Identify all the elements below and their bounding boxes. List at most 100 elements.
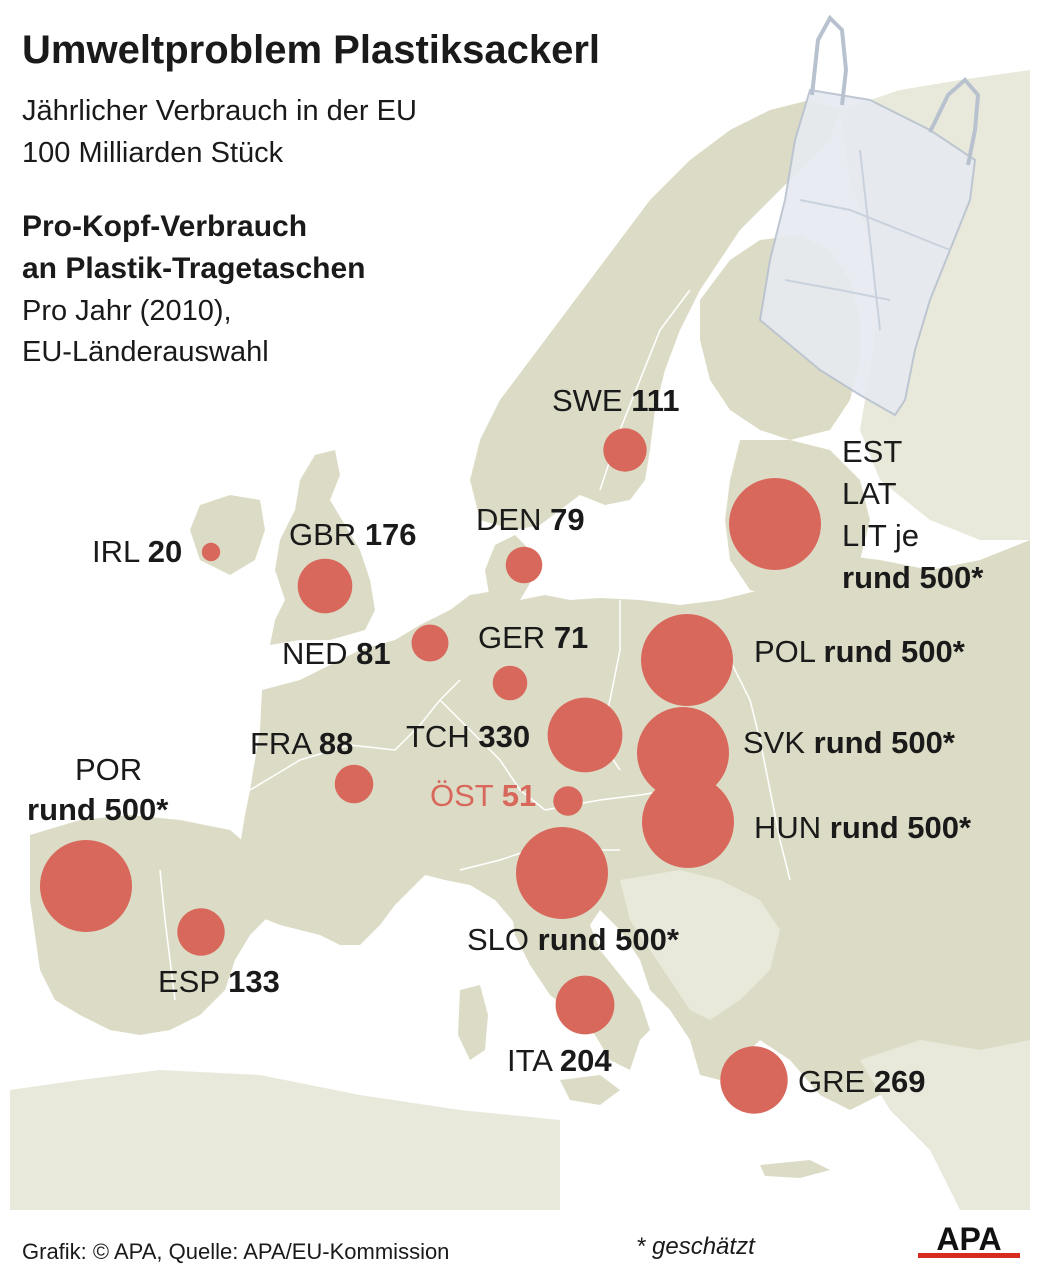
label-value: 330 [478,719,531,754]
label-code: SLO [467,922,530,957]
label-code: ESP [158,964,220,999]
label-baltic-value: rund 500* [842,560,984,595]
land-balkans [620,870,780,1020]
land-continent [230,540,1030,1210]
bubble-den [505,546,543,584]
bubble-svk [637,707,729,799]
bubble-ned [411,624,449,662]
bubble-slo [516,827,608,919]
label-ita: ITA 204 [507,1043,612,1079]
bubble-ger [492,665,528,701]
label-gbr: GBR 176 [289,517,417,553]
label-est: EST [842,434,903,469]
bubble-esp [177,908,225,956]
label-value: 133 [228,964,280,999]
label-code: GRE [798,1064,866,1099]
bubble-pol [641,614,733,706]
label-lat: LAT [842,476,897,511]
label-value: 111 [631,383,680,418]
label-swe: SWE 111 [552,383,680,419]
bubble-ita [555,975,615,1035]
label-slo: SLO rund 500* [467,922,679,958]
period-line2: EU-Länderauswahl [22,336,269,368]
land-ireland [190,495,265,575]
heading-line2: an Plastik-Tragetaschen [22,252,366,285]
label-tch: TCH 330 [406,719,530,755]
label-value: 81 [356,636,391,671]
label-value: rund 500* [829,810,972,845]
label-irl: IRL 20 [92,534,182,570]
label-ost: ÖST 51 [430,778,536,814]
border-line [159,869,176,1001]
label-value: rund 500* [537,922,679,957]
land-crete [760,1160,830,1178]
heading-line1: Pro-Kopf-Verbrauch [22,210,308,243]
bubble-est [729,478,821,570]
label-ned: NED 81 [282,636,391,672]
bubble-irl [201,542,221,562]
period-line1: Pro Jahr (2010), [22,295,232,327]
label-esp: ESP 133 [158,964,280,1000]
label-den: DEN 79 [476,502,585,538]
label-code: SVK [743,725,806,760]
label-por-code: POR [75,752,143,787]
label-hun: HUN rund 500* [754,810,971,846]
bag-body [758,88,977,417]
bubble-por [40,840,132,932]
label-code: IRL [92,534,140,569]
label-code: DEN [476,502,542,537]
label-value: 79 [550,502,585,537]
label-value: rund 500* [823,634,965,669]
label-value: 269 [873,1064,926,1099]
label-value: 88 [318,726,354,761]
label-code: ÖST [430,778,494,813]
bag-handle-left [810,14,849,106]
label-lit: LIT je [842,518,919,553]
bubble-fra [334,764,374,804]
land-masses [10,70,1030,1210]
bubble-hun [642,776,734,868]
label-value: 20 [147,534,183,569]
border-line [439,699,546,811]
bag-handle-right [928,77,981,166]
label-code: POL [754,634,815,669]
label-pol: POL rund 500* [754,634,965,670]
bag-fold [784,279,891,301]
bubble-swe [603,428,647,472]
apa-logo: APA [918,1221,1020,1258]
land-north-africa [10,1070,560,1210]
label-code: ITA [507,1043,552,1078]
label-code: GBR [289,517,357,552]
label-value: 51 [501,778,537,813]
label-gre: GRE 269 [798,1064,926,1100]
page-title: Umweltproblem Plastiksackerl [22,28,601,72]
logo-bar [918,1253,1020,1258]
bubble-gre [720,1046,788,1114]
label-value: 204 [559,1043,612,1078]
label-code: NED [282,636,348,671]
bubble-öst [553,786,583,816]
label-svk: SVK rund 500* [743,725,955,761]
label-code: GER [478,620,546,655]
bag-fold [859,149,881,331]
label-value: rund 500* [813,725,955,760]
label-code: SWE [552,383,623,418]
label-fra: FRA 88 [250,726,353,762]
land-turkey [860,1040,1030,1210]
label-value: 176 [364,517,417,552]
subtitle-line2: 100 Milliarden Stück [22,137,284,169]
bag-fold [799,199,951,251]
label-por-value: rund 500* [27,792,169,827]
bubble-tch [547,697,623,773]
source-credit: Grafik: © APA, Quelle: APA/EU-Kommission [22,1239,450,1264]
estimate-footnote: * geschätzt [636,1233,755,1260]
land-scandinavia [470,100,840,530]
bubble-gbr [297,558,353,614]
label-code: HUN [754,810,822,845]
land-sardinia [458,985,488,1060]
subtitle-line1: Jährlicher Verbrauch in der EU [22,95,417,127]
label-ger: GER 71 [478,620,588,656]
label-code: TCH [406,719,470,754]
logo-text: APA [936,1221,1001,1257]
